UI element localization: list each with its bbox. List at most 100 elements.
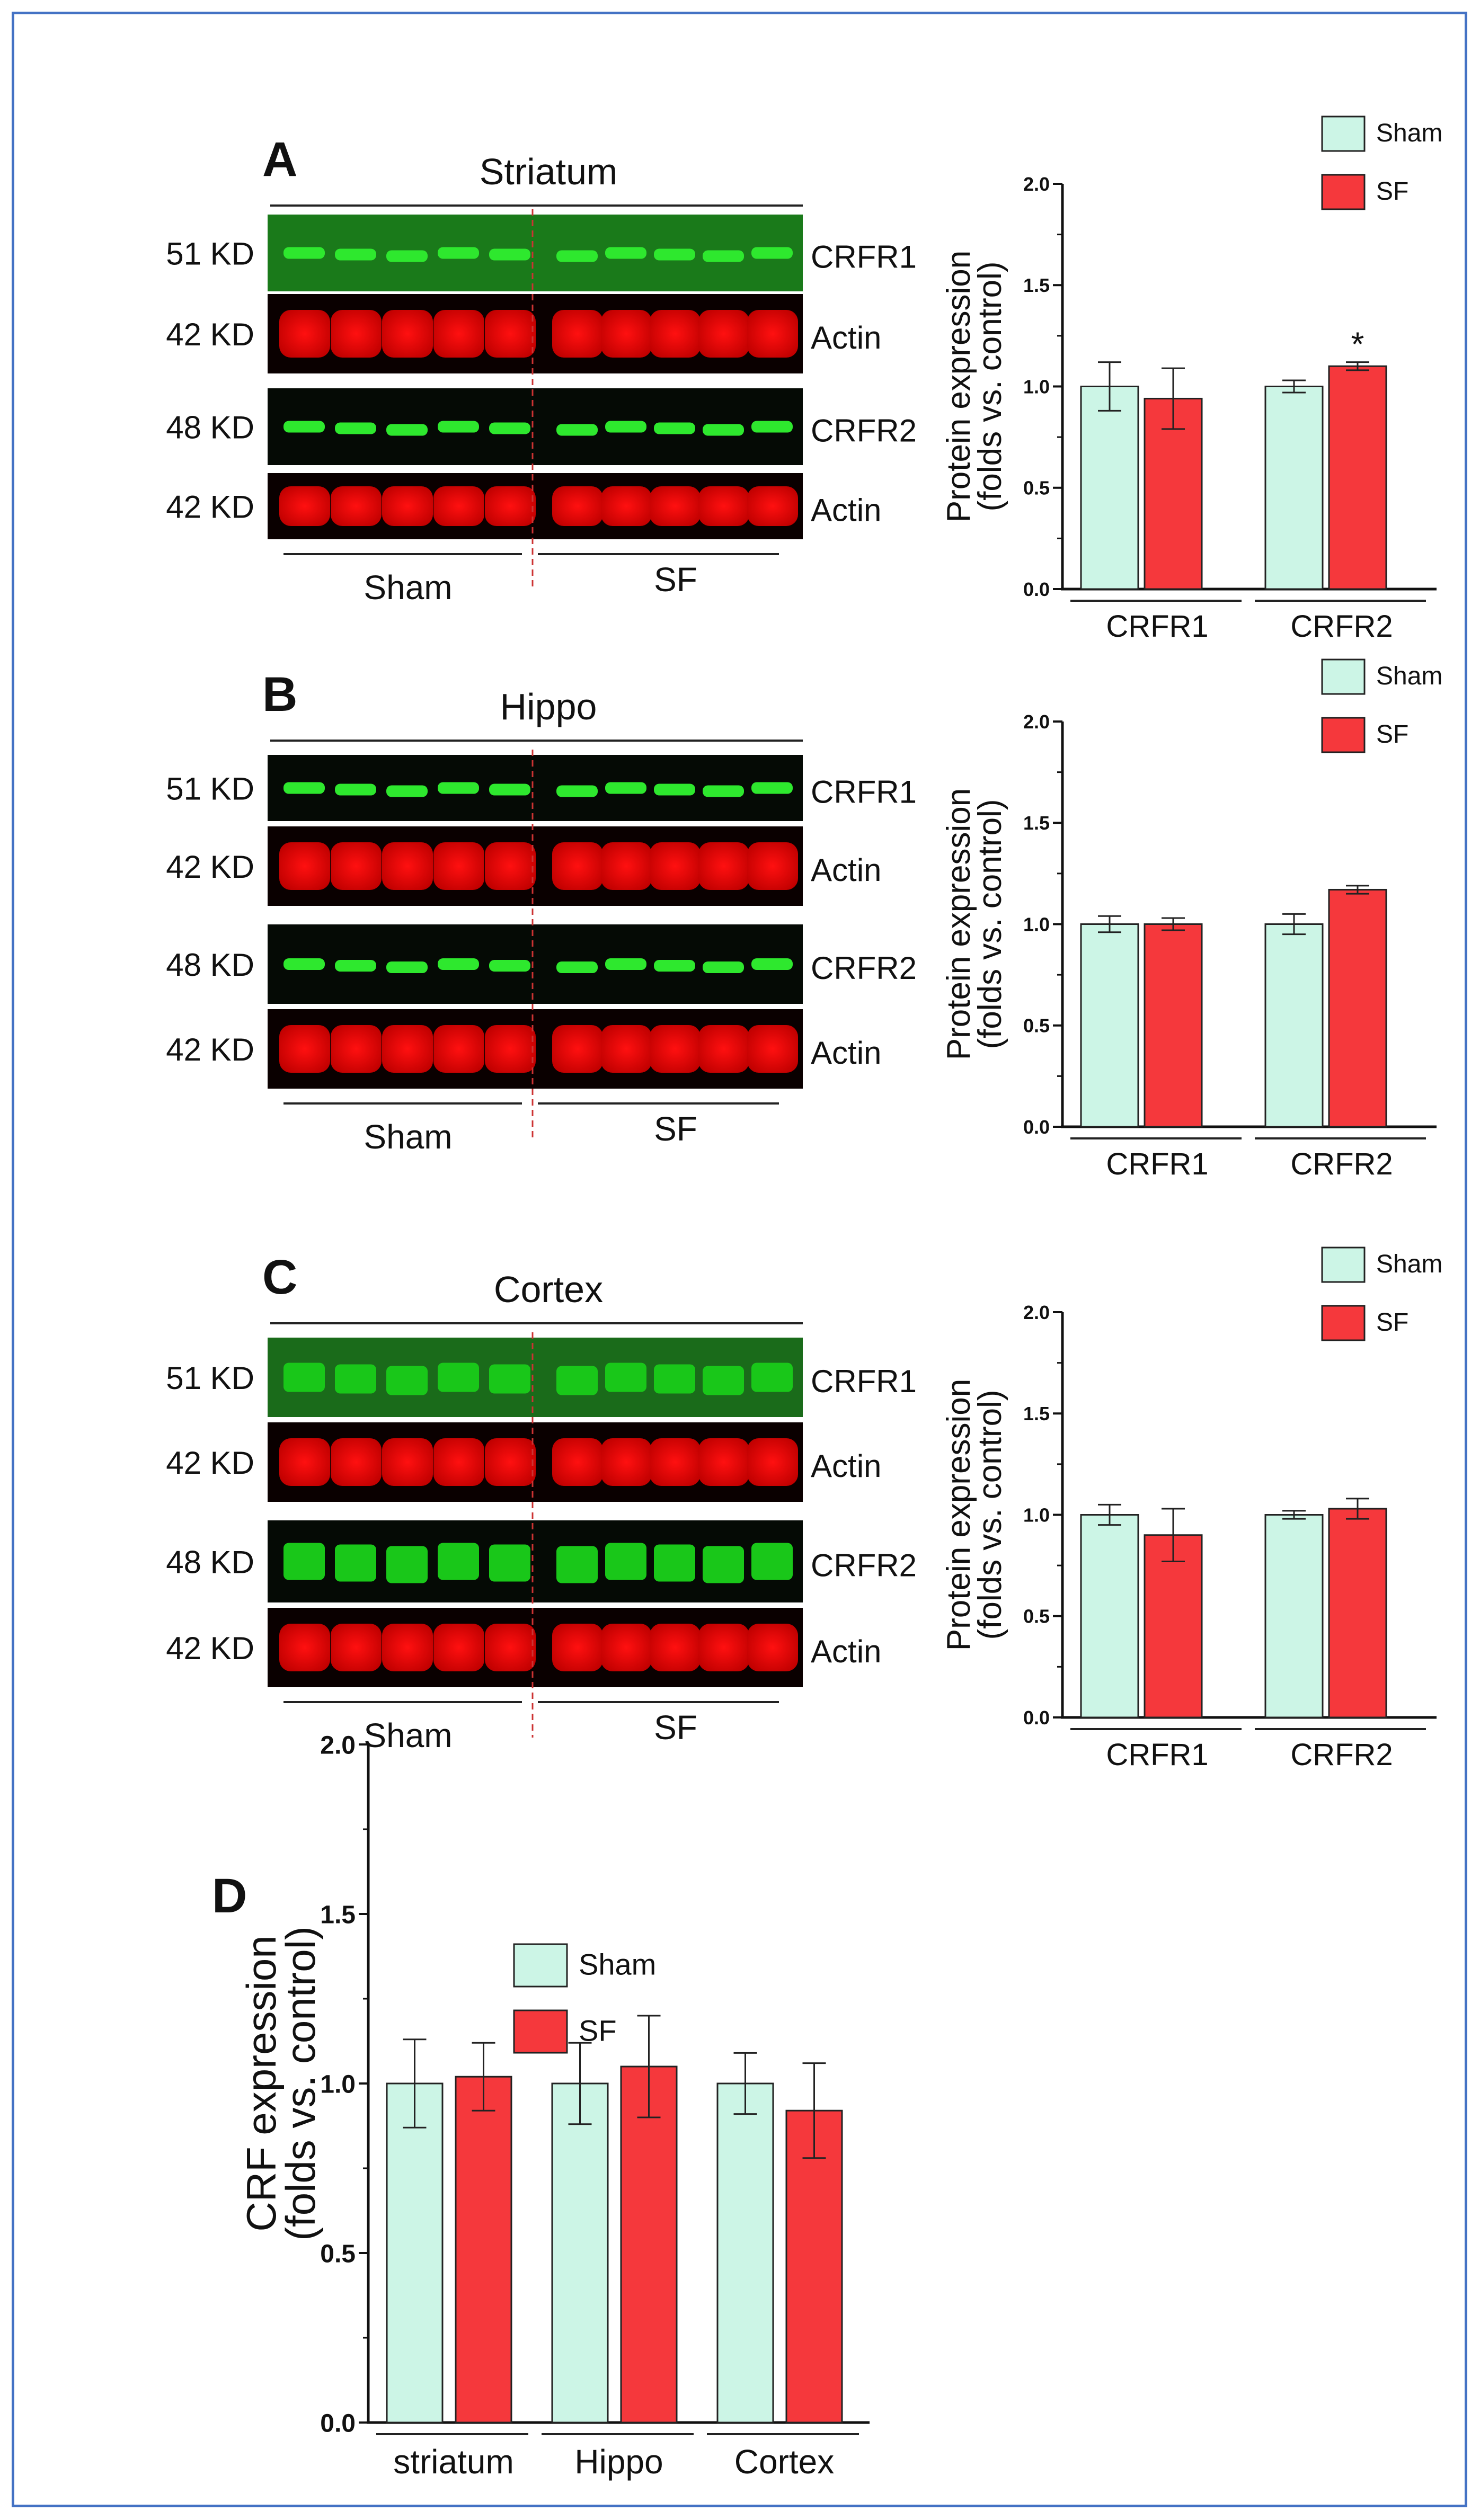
y-axis-label: Protein expression — [941, 788, 977, 1061]
protein-band — [335, 248, 376, 261]
legend-label-sham: Sham — [1376, 662, 1442, 690]
protein-band — [556, 785, 598, 797]
actin-band — [279, 310, 330, 358]
y-axis-label-units: (folds vs. control) — [972, 799, 1008, 1049]
band-label: Actin — [811, 1035, 881, 1071]
actin-band — [485, 310, 536, 358]
protein-band — [489, 1544, 530, 1582]
bar-sf-crfr1 — [1144, 397, 1203, 590]
protein-band — [654, 783, 695, 796]
bar-sham-crfr2 — [1264, 1514, 1324, 1718]
band-label: CRFR2 — [811, 413, 917, 449]
protein-band — [751, 421, 793, 433]
protein-band — [751, 247, 793, 259]
bar-sham-hippo — [551, 2082, 609, 2424]
y-tick-label: 2.0 — [1023, 1302, 1050, 1323]
protein-band — [751, 958, 793, 970]
protein-band — [438, 1543, 479, 1580]
actin-band — [601, 486, 652, 526]
x-category-label: CRFR2 — [1290, 1147, 1393, 1181]
actin-band — [601, 1025, 652, 1073]
y-tick-label: 1.5 — [1023, 1403, 1050, 1424]
panel-letter: B — [262, 667, 297, 722]
bar-sf-crfr2 — [1328, 365, 1387, 590]
legend-swatch-sf — [513, 2009, 568, 2054]
mw-label: 42 KD — [166, 317, 254, 352]
actin-band — [698, 1624, 749, 1671]
actin-band — [698, 1438, 749, 1486]
y-tick-label: 0.5 — [1023, 1606, 1050, 1627]
legend-label-sf: SF — [1376, 720, 1408, 749]
band-label: Actin — [811, 852, 881, 888]
legend-label-sf: SF — [579, 2014, 617, 2047]
protein-band — [386, 961, 428, 973]
group-label-sham: Sham — [364, 568, 452, 607]
mw-label: 48 KD — [166, 1545, 254, 1580]
region-title: Striatum — [480, 151, 618, 192]
actin-band — [382, 1438, 433, 1486]
actin-band — [433, 1438, 484, 1486]
protein-band — [605, 1363, 646, 1392]
actin-band — [382, 842, 433, 890]
legend-swatch-sf — [1321, 174, 1366, 210]
protein-band — [703, 1546, 744, 1583]
protein-band — [556, 250, 598, 262]
blot-panel-c: C Cortex 51 KD CRFR1 42 KD Actin 48 KD CRFR2 42 … — [166, 1250, 917, 1755]
y-tick-label: 1.0 — [1023, 376, 1050, 397]
actin-band — [279, 1025, 330, 1073]
mw-label: 48 KD — [166, 947, 254, 983]
band-label: Actin — [811, 493, 881, 528]
band-label: Actin — [811, 1634, 881, 1669]
protein-band — [654, 1544, 695, 1582]
actin-band — [279, 1438, 330, 1486]
legend-label-sf: SF — [1376, 177, 1408, 206]
protein-band — [556, 1546, 598, 1583]
legend-label-sham: Sham — [1376, 119, 1442, 147]
mw-label: 42 KD — [166, 1032, 254, 1067]
panel-letter: D — [212, 1869, 247, 1923]
bar-sf-crfr1 — [1144, 1534, 1203, 1718]
actin-band — [331, 486, 382, 526]
x-category-label: CRFR1 — [1106, 1147, 1208, 1181]
protein-band — [335, 1364, 376, 1394]
y-tick-label: 0.0 — [1023, 1116, 1050, 1138]
protein-band — [703, 1366, 744, 1395]
mw-label: 42 KD — [166, 489, 254, 525]
protein-band — [703, 961, 744, 973]
actin-band — [552, 1025, 603, 1073]
protein-band — [386, 424, 428, 436]
actin-band — [601, 842, 652, 890]
x-category-label: CRFR2 — [1290, 609, 1393, 644]
bar-sham-crfr1 — [1080, 923, 1139, 1128]
actin-band — [747, 842, 798, 890]
actin-band — [747, 1025, 798, 1073]
protein-band — [283, 1543, 325, 1580]
actin-band — [747, 310, 798, 358]
actin-band — [331, 1438, 382, 1486]
protein-band — [335, 422, 376, 434]
band-label: Actin — [811, 320, 881, 355]
actin-band — [650, 1624, 701, 1671]
actin-band — [747, 1438, 798, 1486]
protein-band — [283, 1363, 325, 1392]
protein-band — [605, 247, 646, 259]
protein-band — [654, 248, 695, 261]
mw-label: 42 KD — [166, 849, 254, 885]
legend-swatch-sf — [1321, 1305, 1366, 1341]
mw-label: 51 KD — [166, 1360, 254, 1396]
actin-band — [650, 842, 701, 890]
y-tick-label: 0.5 — [1023, 477, 1050, 499]
y-tick-label: 0.5 — [320, 2240, 356, 2268]
protein-band — [703, 785, 744, 797]
mw-label: 51 KD — [166, 236, 254, 272]
y-axis-label: Protein expression — [941, 251, 977, 523]
y-tick-label: 1.0 — [1023, 1504, 1050, 1526]
mw-label: 51 KD — [166, 771, 254, 807]
actin-band — [485, 842, 536, 890]
protein-band — [605, 1543, 646, 1580]
protein-band — [386, 1546, 428, 1583]
protein-band — [654, 422, 695, 434]
protein-band — [438, 1363, 479, 1392]
legend-swatch-sham — [1321, 658, 1366, 695]
